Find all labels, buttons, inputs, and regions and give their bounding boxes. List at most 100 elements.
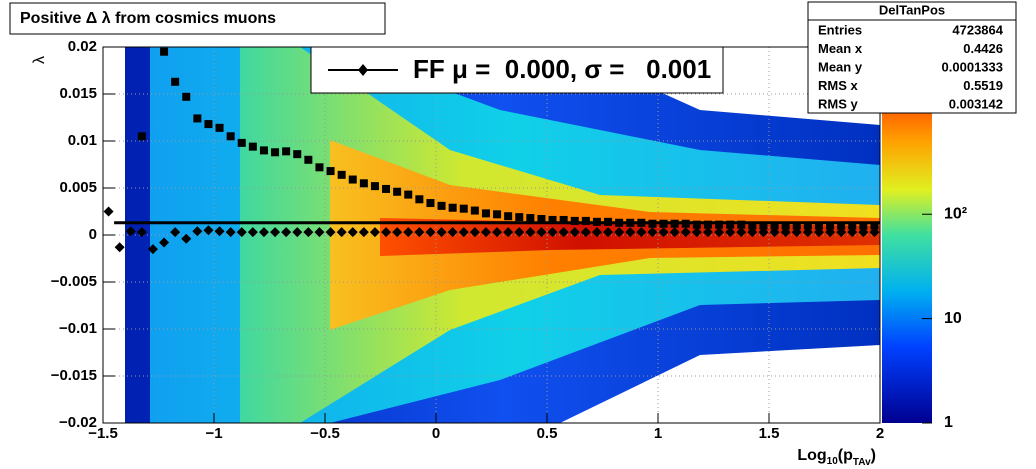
y-tick-label: 0	[89, 226, 97, 243]
mean-marker	[381, 227, 392, 238]
stats-value: 0.0001333	[942, 59, 1003, 74]
mean-marker	[669, 227, 680, 238]
width-marker	[137, 132, 146, 141]
mean-marker	[270, 227, 281, 238]
mean-marker	[791, 227, 802, 238]
mean-marker	[358, 227, 369, 238]
width-marker	[259, 146, 268, 155]
y-tick-label: 0.005	[59, 179, 97, 196]
mean-marker	[558, 227, 569, 238]
y-axis-label: λ	[31, 56, 48, 64]
mean-marker	[525, 227, 536, 238]
mean-marker	[314, 227, 325, 238]
mean-marker	[136, 227, 147, 238]
mean-marker	[425, 227, 436, 238]
mean-marker	[159, 237, 170, 248]
x-axis-label: Log10(pTAv)	[797, 447, 876, 467]
mean-marker	[714, 227, 725, 238]
mean-marker	[303, 227, 314, 238]
width-marker	[415, 195, 424, 204]
mean-marker	[480, 227, 491, 238]
width-marker	[404, 190, 413, 199]
width-marker	[437, 201, 446, 210]
mean-marker	[780, 227, 791, 238]
width-marker	[515, 213, 524, 222]
width-marker	[826, 221, 835, 230]
width-marker	[182, 92, 191, 101]
mean-marker	[802, 227, 813, 238]
x-tick-label: 0.5	[537, 425, 558, 442]
width-marker	[304, 155, 313, 164]
width-marker	[803, 221, 812, 230]
stats-label: RMS y	[818, 96, 859, 111]
mean-marker	[825, 227, 836, 238]
stats-title: DelTanPos	[879, 2, 945, 17]
mean-marker	[702, 227, 713, 238]
mean-marker	[536, 227, 547, 238]
x-tick-label: −1.5	[88, 425, 118, 442]
width-marker	[226, 132, 235, 141]
mean-marker	[258, 227, 269, 238]
width-marker	[293, 150, 302, 159]
width-marker	[237, 138, 246, 147]
mean-marker	[813, 227, 824, 238]
width-marker	[459, 204, 468, 213]
mean-marker	[336, 227, 347, 238]
width-marker	[692, 220, 701, 229]
width-marker	[481, 209, 490, 218]
mean-marker	[691, 227, 702, 238]
mean-marker	[236, 227, 247, 238]
mean-marker	[414, 227, 425, 238]
mean-marker	[392, 227, 403, 238]
mean-marker	[603, 227, 614, 238]
width-marker	[870, 221, 879, 230]
width-marker	[393, 187, 402, 196]
mean-marker	[103, 206, 114, 217]
y-tick-label: −0.01	[59, 320, 97, 337]
width-marker	[470, 206, 479, 215]
mean-marker	[836, 227, 847, 238]
mean-marker	[514, 227, 525, 238]
x-tick-label: 2	[876, 425, 884, 442]
width-marker	[248, 142, 257, 151]
mean-marker	[758, 227, 769, 238]
width-marker	[348, 175, 357, 184]
x-label-part: )	[871, 447, 876, 464]
width-marker	[359, 179, 368, 188]
mean-marker	[858, 227, 869, 238]
chart-title: Positive Δ λ from cosmics muons	[20, 10, 276, 27]
mean-marker	[114, 242, 125, 253]
mean-marker	[569, 227, 580, 238]
width-marker	[448, 203, 457, 212]
mean-marker	[747, 227, 758, 238]
mean-marker	[469, 227, 480, 238]
x-label-part: Log	[797, 447, 826, 464]
mean-marker	[170, 227, 181, 238]
y-tick-label: −0.015	[51, 367, 97, 384]
width-marker	[726, 220, 735, 229]
width-marker	[759, 221, 768, 230]
width-marker	[315, 163, 324, 172]
width-marker	[504, 212, 513, 221]
z-tick-label: 1	[944, 414, 953, 431]
stats-label: Entries	[818, 22, 862, 37]
width-marker	[781, 221, 790, 230]
width-marker	[171, 77, 180, 86]
mean-marker	[247, 227, 258, 238]
mean-marker	[436, 227, 447, 238]
width-marker	[271, 148, 280, 157]
width-marker	[526, 214, 535, 223]
stats-label: RMS x	[818, 78, 859, 93]
stats-value: 0.4426	[963, 41, 1003, 56]
mean-marker	[614, 227, 625, 238]
legend-marker	[358, 64, 368, 76]
x-label-part: TAv	[853, 457, 871, 468]
mean-marker	[292, 227, 303, 238]
width-marker	[282, 147, 291, 156]
width-marker	[370, 182, 379, 191]
width-marker	[426, 199, 435, 208]
mean-marker	[192, 226, 203, 237]
x-tick-label: −1	[205, 425, 222, 442]
width-marker	[204, 120, 213, 129]
